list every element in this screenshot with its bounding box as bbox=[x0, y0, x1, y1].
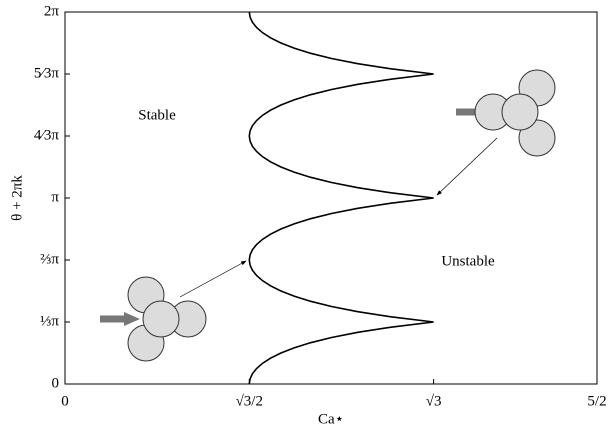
annotation: Stable bbox=[138, 107, 176, 123]
x-tick-label: 0 bbox=[61, 393, 69, 409]
x-tick-label: 5/2 bbox=[587, 393, 606, 409]
y-tick-label: 4⁄3π bbox=[34, 127, 60, 143]
y-tick-label: 0 bbox=[52, 375, 60, 391]
y-tick-label: ⅔π bbox=[40, 251, 59, 267]
y-axis-label: θ + 2πk bbox=[9, 175, 25, 221]
x-axis-label: Ca⋆ bbox=[318, 411, 344, 427]
y-tick-label: 2π bbox=[44, 3, 60, 19]
curve bbox=[248, 11, 434, 385]
y-tick-label: ⅓π bbox=[40, 313, 59, 329]
y-tick-label: π bbox=[51, 189, 59, 205]
x-tick-label: √3 bbox=[426, 393, 442, 409]
annotation: Unstable bbox=[441, 253, 495, 269]
x-tick-label: √3/2 bbox=[236, 393, 263, 409]
cluster-illustration bbox=[436, 69, 556, 196]
y-tick-label: 5⁄3π bbox=[34, 65, 60, 81]
cluster-illustration bbox=[100, 260, 247, 362]
